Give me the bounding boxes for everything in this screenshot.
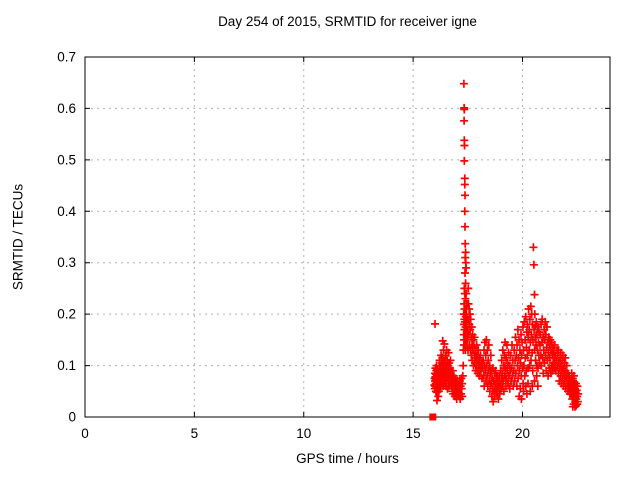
zero-square-marker [429, 413, 437, 421]
x-tick-label: 20 [515, 426, 530, 441]
x-tick-label: 5 [191, 426, 199, 441]
grid-lines [85, 57, 610, 417]
y-tick-label: 0.3 [57, 255, 76, 270]
x-axis-title: GPS time / hours [296, 451, 399, 466]
y-tick-label: 0.5 [57, 152, 76, 167]
chart-title: Day 254 of 2015, SRMTID for receiver ign… [218, 14, 477, 29]
data-points [430, 79, 583, 411]
y-tick-label: 0.7 [57, 50, 76, 65]
plot-frame [84, 56, 611, 418]
y-tick-label: 0.6 [57, 101, 76, 116]
y-tick-label: 0.2 [57, 307, 76, 322]
x-tick-label: 10 [296, 426, 311, 441]
y-tick-label: 0 [68, 410, 76, 425]
y-tick-label: 0.4 [57, 204, 76, 219]
tick-marks [84, 56, 610, 418]
y-tick-label: 0.1 [57, 358, 76, 373]
x-tick-label: 0 [81, 426, 89, 441]
x-tick-label: 15 [406, 426, 421, 441]
